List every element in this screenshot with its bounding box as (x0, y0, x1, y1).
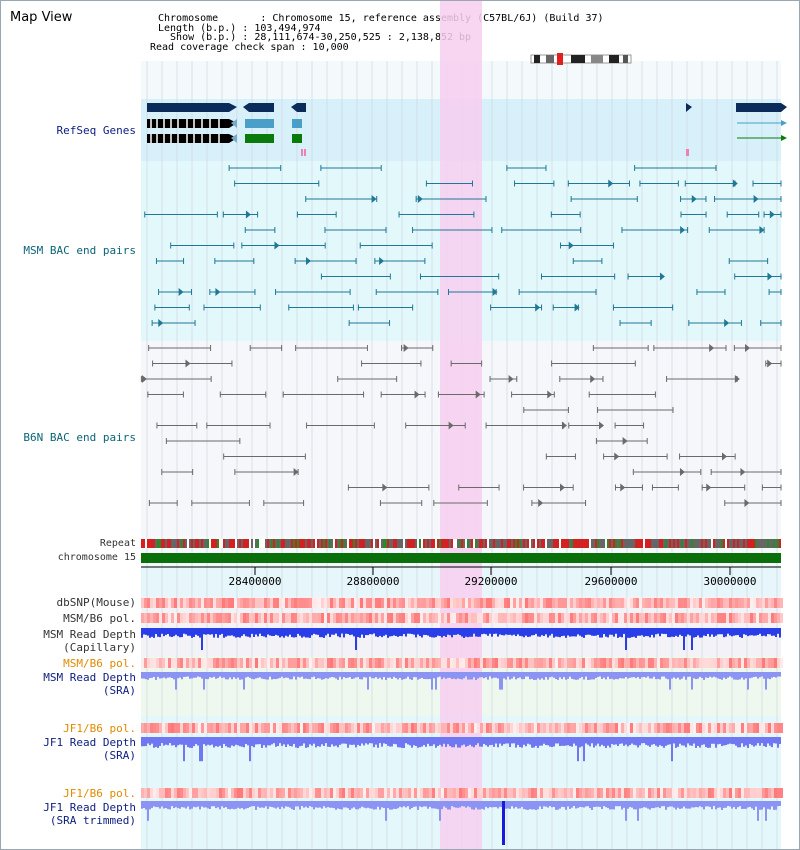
msm-b6-pol-heat-track-2[interactable] (141, 658, 783, 668)
track-label-msm-b6-pol-2[interactable]: MSM/B6 pol. (63, 657, 136, 670)
b6n-bac-track[interactable] (140, 344, 782, 507)
jf1-sra-depth-track[interactable] (141, 737, 781, 762)
track-label-refseq[interactable]: RefSeq Genes (56, 124, 136, 137)
track-label-jf1-trim-sub: (SRA trimmed) (49, 814, 136, 827)
repeat-track[interactable] (141, 539, 781, 548)
position-axis (141, 566, 781, 575)
track-label-b6n-bac[interactable]: B6N BAC end pairs (23, 431, 136, 444)
msm-b6-pol-heat-track[interactable] (141, 613, 783, 623)
track-label-msm-bac[interactable]: MSM BAC end pairs (23, 244, 136, 257)
chromosome-bar[interactable] (141, 553, 781, 563)
track-label-msm-depth-cap[interactable]: MSM Read Depth (43, 628, 136, 641)
track-label-jf1-depth-sub: (SRA) (102, 749, 136, 762)
track-label-repeat[interactable]: Repeat (99, 538, 136, 549)
axis-tick-label: 28400000 (228, 575, 282, 588)
jf1-b6-pol-heat-track-2[interactable] (141, 788, 783, 798)
axis-tick-label: 29600000 (584, 575, 638, 588)
refseq-gene-track[interactable] (147, 103, 787, 156)
coverage-span-info: Read coverage check span : 10,000 (150, 42, 349, 53)
length-info: Length (b.p.) : 103,494,974 (158, 23, 321, 34)
axis-tick-label: 30000000 (703, 575, 757, 588)
page-title: Map View (10, 10, 73, 25)
track-label-dbsnp[interactable]: dbSNP(Mouse) (56, 596, 136, 609)
msm-bac-track[interactable] (144, 165, 782, 327)
axis-tick-label: 28800000 (346, 575, 400, 588)
track-label-jf1-pol[interactable]: JF1/B6 pol. (63, 722, 136, 735)
track-label-jf1-pol-2[interactable]: JF1/B6 pol. (63, 787, 136, 800)
track-label-chromosome[interactable]: chromosome 15 (57, 552, 136, 563)
chromosome-ideogram[interactable] (530, 53, 632, 65)
axis-tick-label: 29200000 (464, 575, 518, 588)
track-label-jf1-trim[interactable]: JF1 Read Depth (43, 801, 136, 814)
dbsnp-heat-track[interactable] (141, 598, 783, 608)
jf1-b6-pol-heat-track[interactable] (141, 723, 783, 733)
track-label-msm-b6-pol[interactable]: MSM/B6 pol. (63, 612, 136, 625)
msm-capillary-depth-track[interactable] (141, 628, 781, 650)
track-label-msm-depth-sra[interactable]: MSM Read Depth (43, 671, 136, 684)
msm-sra-depth-track[interactable] (141, 672, 781, 690)
jf1-sra-trimmed-depth-track[interactable] (141, 801, 781, 845)
track-label-jf1-depth[interactable]: JF1 Read Depth (43, 736, 136, 749)
track-label-msm-depth-sra-sub: (SRA) (102, 684, 136, 697)
track-label-msm-depth-cap-sub: (Capillary) (63, 641, 136, 654)
